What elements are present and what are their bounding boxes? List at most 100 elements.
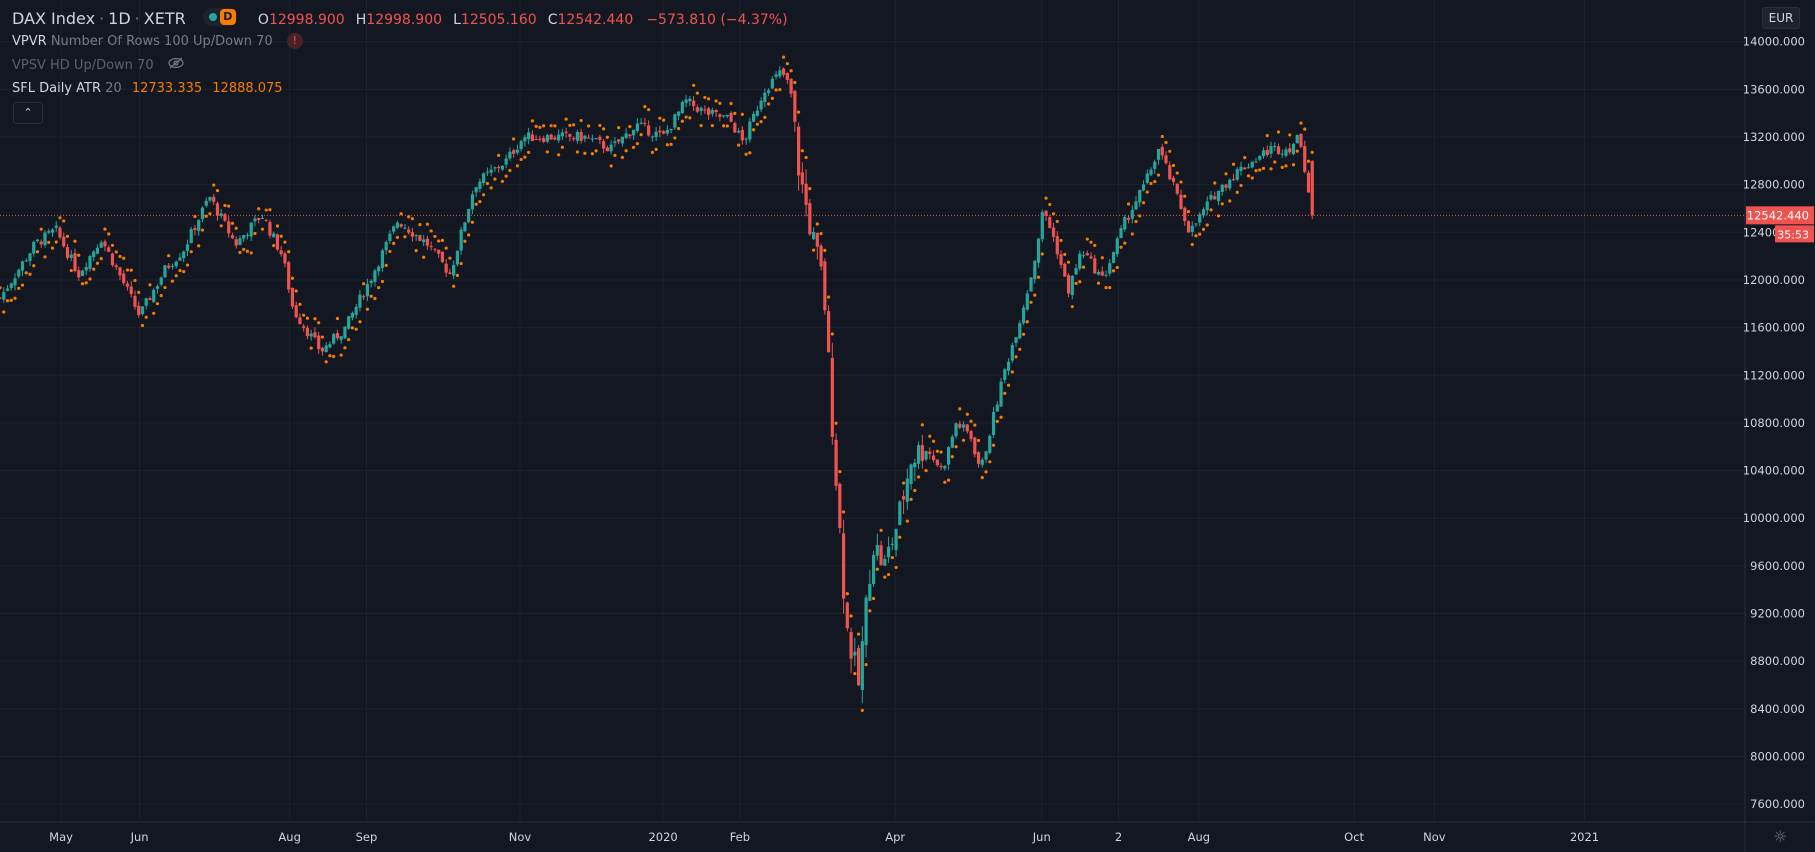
atr-stop-dot <box>1288 133 1292 137</box>
atr-stop-dot <box>755 122 759 126</box>
atr-stop-dot <box>519 157 523 162</box>
candle-body <box>448 272 452 274</box>
atr-stop-dot <box>579 118 583 123</box>
candle-body <box>639 122 643 124</box>
atr-stop-dot <box>17 286 21 290</box>
candle-body <box>305 327 310 337</box>
atr-stop-dot <box>677 126 681 131</box>
atr-stop-dot <box>1156 173 1161 177</box>
atr-stop-dot <box>268 208 272 212</box>
atr-stop-dot <box>208 212 212 216</box>
candle-body <box>568 134 572 137</box>
x-tick-label: May <box>49 830 73 844</box>
atr-stop-dot <box>377 285 381 290</box>
atr-stop-dot <box>1153 179 1157 184</box>
atr-stop-dot <box>737 143 741 147</box>
hidden-eye-icon[interactable] <box>168 57 184 72</box>
atr-stop-dot <box>1104 285 1108 290</box>
candle-body <box>395 222 400 228</box>
atr-stop-dot <box>1224 172 1228 176</box>
candle-body <box>1186 221 1191 233</box>
atr-stop-dot <box>1006 383 1011 387</box>
atr-stop-dot <box>467 233 471 237</box>
atr-stop-dot <box>1205 223 1209 227</box>
candle-body <box>227 221 231 234</box>
atr-stop-dot <box>680 119 684 123</box>
atr-stop-dot <box>163 285 167 290</box>
atr-stop-dot <box>80 282 85 286</box>
atr-stop-dot <box>504 174 508 178</box>
candle-body <box>1201 209 1206 216</box>
candle-body <box>924 451 928 460</box>
candle-body <box>999 381 1003 407</box>
sfl-legend[interactable]: SFL Daily ATR 20 12733.335 12888.075 <box>12 81 283 96</box>
candle-body <box>272 233 276 238</box>
candle-body <box>1280 153 1284 155</box>
atr-stop-dot <box>399 212 403 216</box>
atr-stop-dot <box>459 261 463 266</box>
atr-stop-dot <box>77 253 81 257</box>
symbol-name[interactable]: DAX Index <box>12 9 96 28</box>
candle-body <box>871 555 876 584</box>
atr-stop-dot <box>1284 164 1288 168</box>
settings-icon[interactable]: ☼ <box>1773 827 1788 846</box>
atr-stop-dot <box>1074 281 1078 285</box>
candle-body <box>493 167 497 169</box>
vpvr-legend[interactable]: VPVR Number Of Rows 100 Up/Down 70 ! <box>12 33 303 49</box>
candle-body <box>860 641 864 690</box>
candle-body <box>1006 361 1011 371</box>
atr-stop-dot <box>1033 293 1037 297</box>
interval-label[interactable]: 1D <box>108 9 131 28</box>
atr-stop-dot <box>759 120 763 124</box>
atr-stop-dot <box>1003 391 1007 395</box>
candle-body <box>1111 252 1116 263</box>
countdown-tag <box>1775 225 1814 243</box>
candle-body <box>242 235 246 239</box>
atr-stop-dot <box>403 235 407 239</box>
candle-body <box>1310 160 1314 216</box>
currency-button[interactable]: EUR <box>1762 7 1800 29</box>
atr-stop-dot <box>1040 252 1044 256</box>
atr-stop-dot <box>935 449 939 453</box>
candle-body <box>1123 217 1127 230</box>
atr-stop-dot <box>140 323 145 328</box>
atr-stop-dot <box>230 221 235 225</box>
candle-body <box>1306 172 1311 193</box>
atr-stop-dot <box>650 150 654 154</box>
warning-icon[interactable]: ! <box>286 33 303 49</box>
close-value: 12542.440 <box>557 12 634 28</box>
collapse-legend-button[interactable]: ⌃ <box>13 102 43 124</box>
candle-body <box>1096 271 1101 275</box>
atr-stop-dot <box>418 223 422 227</box>
candle-body <box>313 332 317 338</box>
candle-body <box>452 265 456 276</box>
atr-stop-dot <box>448 256 452 260</box>
vpsv-legend[interactable]: VPSV HD Up/Down 70 <box>12 57 184 73</box>
candle-body <box>1231 179 1236 181</box>
atr-stop-dot <box>549 124 553 128</box>
candle-body <box>1085 253 1089 256</box>
atr-stop-dot <box>395 235 400 239</box>
candle-body <box>392 226 396 232</box>
atr-stop-dot <box>530 119 534 123</box>
candle-body <box>219 213 223 216</box>
candle-body <box>939 465 943 468</box>
atr-stop-dot <box>1261 166 1266 170</box>
atr-stop-dot <box>740 112 744 116</box>
candle-body <box>437 249 441 254</box>
atr-stop-dot <box>1070 305 1074 309</box>
candle-body <box>961 424 966 428</box>
candle-body <box>662 131 666 134</box>
candle-body <box>1051 227 1056 238</box>
x-tick-label: Aug <box>278 830 300 844</box>
candle-body <box>722 115 726 117</box>
atr-stop-dot <box>1194 234 1198 238</box>
atr-stop-dot <box>789 69 793 73</box>
atr-stop-dot <box>129 268 133 272</box>
candle-body <box>463 222 467 232</box>
market-status-badge[interactable]: D <box>202 8 237 26</box>
atr-stop-dot <box>703 95 707 100</box>
atr-stop-dot <box>452 284 456 288</box>
